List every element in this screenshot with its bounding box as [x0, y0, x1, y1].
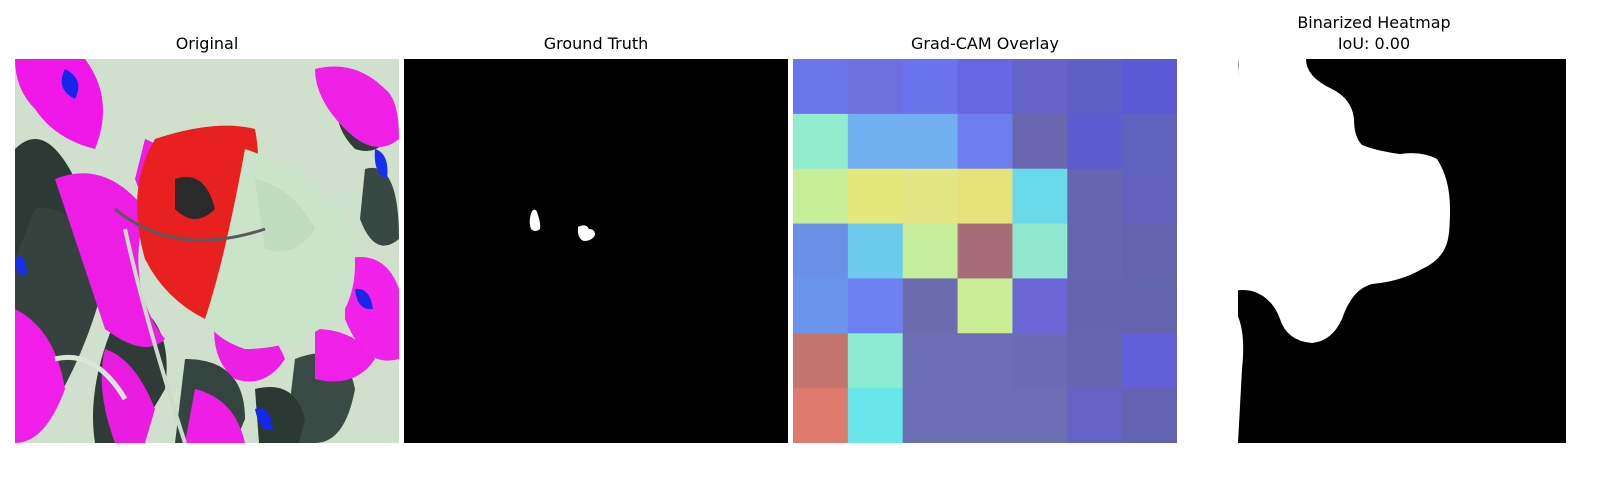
iou-score: IoU: 0.00 — [1337, 34, 1411, 53]
gradcam-cell — [1067, 333, 1123, 389]
gradcam-cell — [1122, 333, 1177, 389]
gradcam-cell — [902, 168, 959, 225]
gradcam-cell — [847, 278, 904, 334]
gradcam-cell — [957, 278, 1013, 334]
gradcam-cell — [793, 333, 849, 389]
gradcam-cell — [957, 333, 1013, 389]
gradcam-cell — [793, 168, 849, 225]
mask-blob-right — [577, 225, 595, 241]
panel-original: Original — [15, 0, 399, 500]
gradcam-cell — [793, 278, 849, 334]
mask-blob-left — [529, 209, 541, 231]
gradcam-cell — [1122, 278, 1177, 334]
gradcam-cell — [1012, 278, 1068, 334]
ground-truth-mask-image — [404, 59, 788, 443]
panel-binarized-heatmap: Binarized Heatmap IoU: 0.00 — [1182, 0, 1566, 500]
gradcam-cell — [1067, 223, 1123, 279]
gradcam-cell — [847, 333, 904, 389]
gradcam-cell — [902, 278, 959, 334]
gradcam-cell — [847, 113, 904, 170]
panel-title-original: Original — [175, 34, 239, 53]
gradcam-cell — [1067, 278, 1123, 334]
gradcam-cell — [1067, 168, 1123, 225]
gradcam-cell — [793, 59, 849, 115]
gradcam-cell — [957, 113, 1013, 170]
gradcam-cell — [902, 388, 959, 443]
gradcam-cell — [1122, 388, 1177, 443]
gradcam-cell — [847, 388, 904, 443]
gradcam-cell — [1067, 388, 1123, 443]
gradcam-cell — [1122, 223, 1177, 279]
panel-gradcam-overlay: Grad-CAM Overlay — [793, 0, 1177, 500]
gradcam-cell — [1122, 113, 1177, 170]
gradcam-cell — [1067, 113, 1123, 170]
gradcam-cell — [793, 388, 849, 443]
gradcam-cell — [847, 223, 904, 279]
gradcam-cell — [1122, 168, 1177, 225]
gradcam-cell — [902, 113, 959, 170]
gradcam-cell — [957, 388, 1013, 443]
gradcam-overlay — [793, 59, 1177, 443]
gradcam-cell — [793, 223, 849, 279]
panel-title-binarized: Binarized Heatmap — [1297, 13, 1451, 32]
gradcam-cell — [902, 59, 959, 115]
original-image — [15, 59, 399, 443]
gradcam-cell — [957, 59, 1013, 115]
gradcam-heatmap-grid — [793, 59, 1177, 443]
gradcam-cell — [957, 168, 1013, 225]
gradcam-cell — [1067, 59, 1123, 115]
gradcam-cell — [793, 113, 849, 170]
gradcam-cell — [902, 223, 959, 279]
heatmap-region-corner — [1182, 59, 1239, 92]
gradcam-cell — [1012, 388, 1068, 443]
gradcam-cell — [902, 333, 959, 389]
ground-truth-mask — [404, 59, 788, 443]
gradcam-cell — [957, 223, 1013, 279]
panel-title-ground-truth: Ground Truth — [543, 34, 649, 53]
original-leaf-image — [15, 59, 399, 443]
panel-ground-truth: Ground Truth — [404, 0, 788, 500]
heatmap-region-lower — [1182, 299, 1244, 443]
gradcam-cell — [1012, 59, 1068, 115]
gradcam-cell — [1012, 223, 1068, 279]
gradcam-cell — [847, 168, 904, 225]
binarized-heatmap-image — [1182, 59, 1566, 443]
binarized-heatmap — [1182, 59, 1566, 443]
gradcam-cell — [1012, 168, 1068, 225]
panel-title-gradcam: Grad-CAM Overlay — [911, 34, 1059, 53]
gradcam-cell — [1012, 113, 1068, 170]
gradcam-cell — [847, 59, 904, 115]
heatmap-region-main — [1182, 59, 1450, 343]
gradcam-cell — [1122, 59, 1177, 115]
gradcam-cell — [1012, 333, 1068, 389]
